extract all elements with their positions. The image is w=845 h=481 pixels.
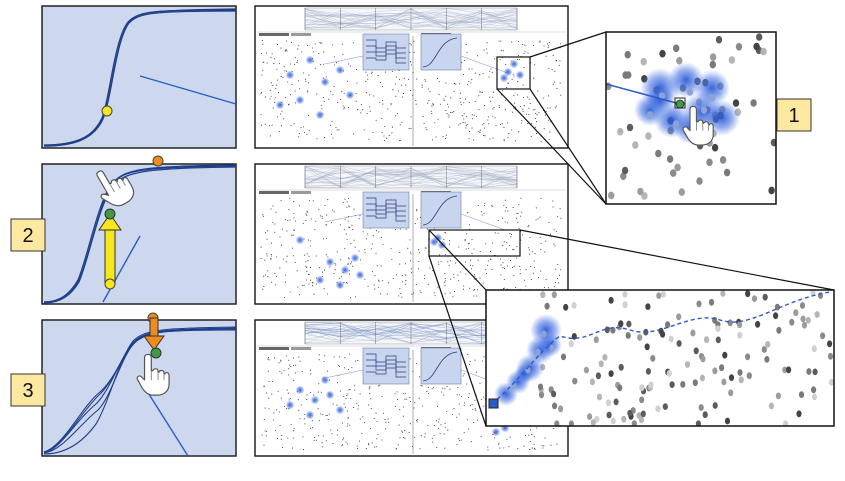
app-screenshot-1 <box>254 5 569 149</box>
drag-trail <box>491 291 831 405</box>
app-screenshot-2 <box>254 163 569 305</box>
zoom-panel-2 <box>485 289 835 427</box>
orange-marker[interactable] <box>152 155 164 167</box>
parallel-coordinates-strip <box>304 7 518 31</box>
drag-line <box>102 235 141 303</box>
green-marker[interactable] <box>675 99 685 109</box>
step-label-1: 1 <box>776 98 812 132</box>
step-label-2: 2 <box>10 218 46 252</box>
yellow-marker[interactable] <box>104 278 116 290</box>
curve-panel-3 <box>41 312 237 457</box>
mini-curve-chart <box>420 33 462 71</box>
parallel-coordinates-strip <box>304 165 518 189</box>
green-marker[interactable] <box>150 347 162 359</box>
curve-panel-2 <box>41 155 237 305</box>
green-marker[interactable] <box>104 208 116 220</box>
arrow-drag-icon <box>143 317 165 351</box>
zoom-connector-1 <box>496 31 607 205</box>
zoom-panel-1 <box>605 31 777 205</box>
step-label-text: 2 <box>22 225 33 247</box>
step-label-text: 1 <box>788 105 799 127</box>
zoom-connector-2 <box>428 229 835 427</box>
parallel-coordinates-strip <box>304 321 518 345</box>
drag-line <box>139 75 237 105</box>
yellow-marker[interactable] <box>101 105 113 117</box>
highlight-blobs <box>295 233 447 290</box>
mini-step-chart <box>362 347 410 385</box>
mini-step-chart <box>362 191 410 229</box>
step-label-3: 3 <box>10 373 46 407</box>
highlight-blobs <box>275 55 525 120</box>
curve-panel-1 <box>41 5 237 149</box>
mini-step-chart <box>362 33 410 71</box>
step-label-text: 3 <box>22 380 33 402</box>
mini-curve-chart <box>420 191 462 229</box>
mini-curve-chart <box>420 347 462 385</box>
